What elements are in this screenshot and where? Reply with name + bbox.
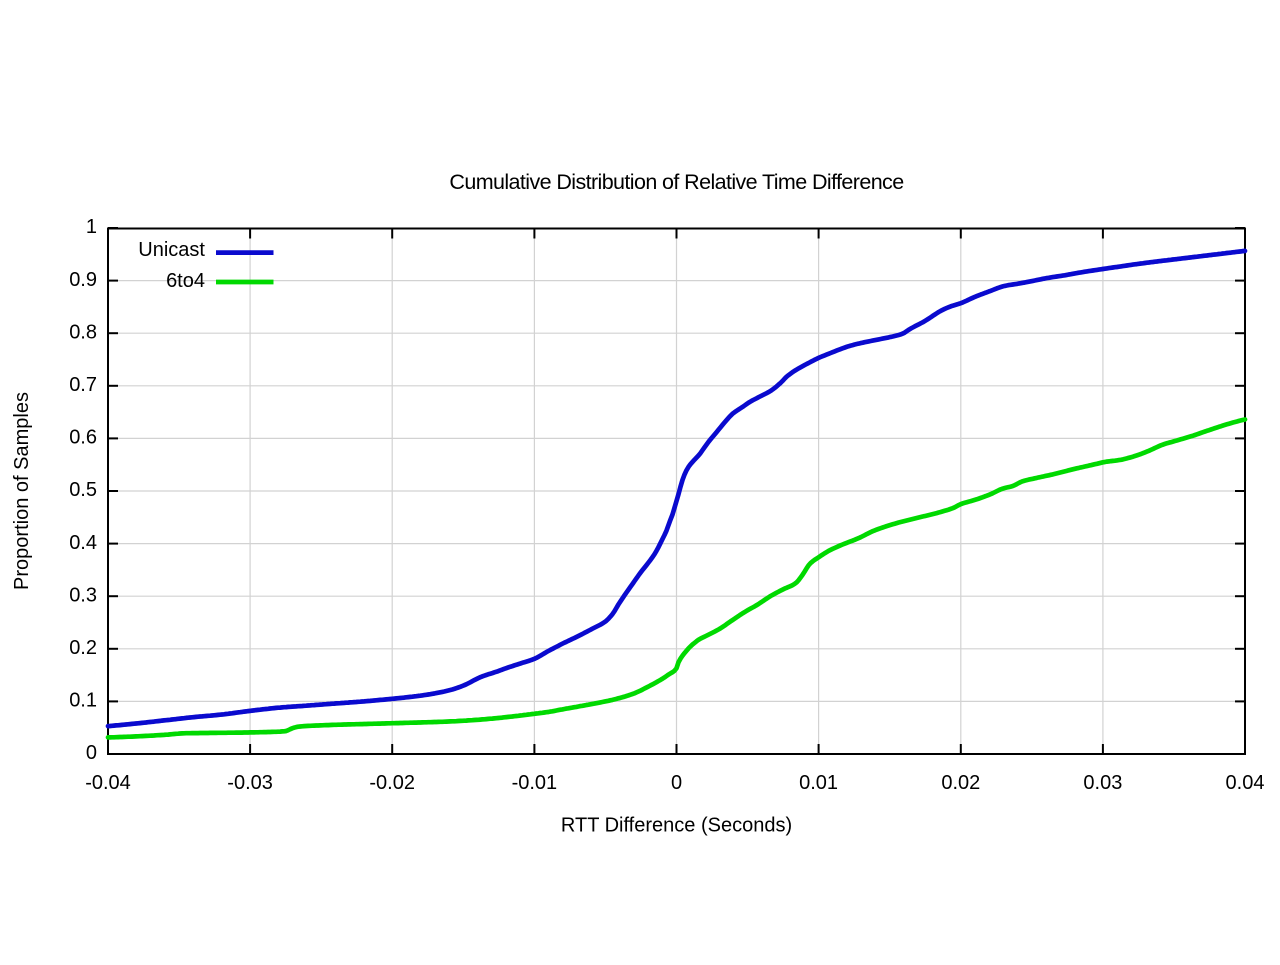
svg-text:1: 1	[86, 216, 97, 238]
svg-text:-0.04: -0.04	[85, 772, 131, 794]
svg-text:0.04: 0.04	[1226, 772, 1265, 794]
svg-text:Proportion of Samples: Proportion of Samples	[11, 392, 33, 590]
svg-text:0: 0	[671, 772, 682, 794]
svg-text:-0.02: -0.02	[369, 772, 415, 794]
svg-text:0.2: 0.2	[69, 637, 97, 659]
svg-text:0.4: 0.4	[69, 532, 97, 554]
svg-text:0: 0	[86, 742, 97, 764]
svg-text:Cumulative Distribution of Rel: Cumulative Distribution of Relative Time…	[449, 170, 903, 194]
svg-text:0.8: 0.8	[69, 321, 97, 343]
svg-text:0.02: 0.02	[941, 772, 980, 794]
svg-text:0.7: 0.7	[69, 374, 97, 396]
svg-text:6to4: 6to4	[166, 270, 205, 292]
svg-text:0.03: 0.03	[1083, 772, 1122, 794]
svg-text:0.01: 0.01	[799, 772, 838, 794]
svg-text:0.9: 0.9	[69, 269, 97, 291]
svg-text:Unicast: Unicast	[138, 239, 205, 261]
svg-text:-0.01: -0.01	[512, 772, 558, 794]
svg-text:-0.03: -0.03	[227, 772, 273, 794]
svg-text:0.5: 0.5	[69, 479, 97, 501]
svg-text:0.3: 0.3	[69, 584, 97, 606]
svg-text:RTT Difference (Seconds): RTT Difference (Seconds)	[561, 815, 792, 837]
svg-text:0.1: 0.1	[69, 690, 97, 712]
svg-text:0.6: 0.6	[69, 427, 97, 449]
